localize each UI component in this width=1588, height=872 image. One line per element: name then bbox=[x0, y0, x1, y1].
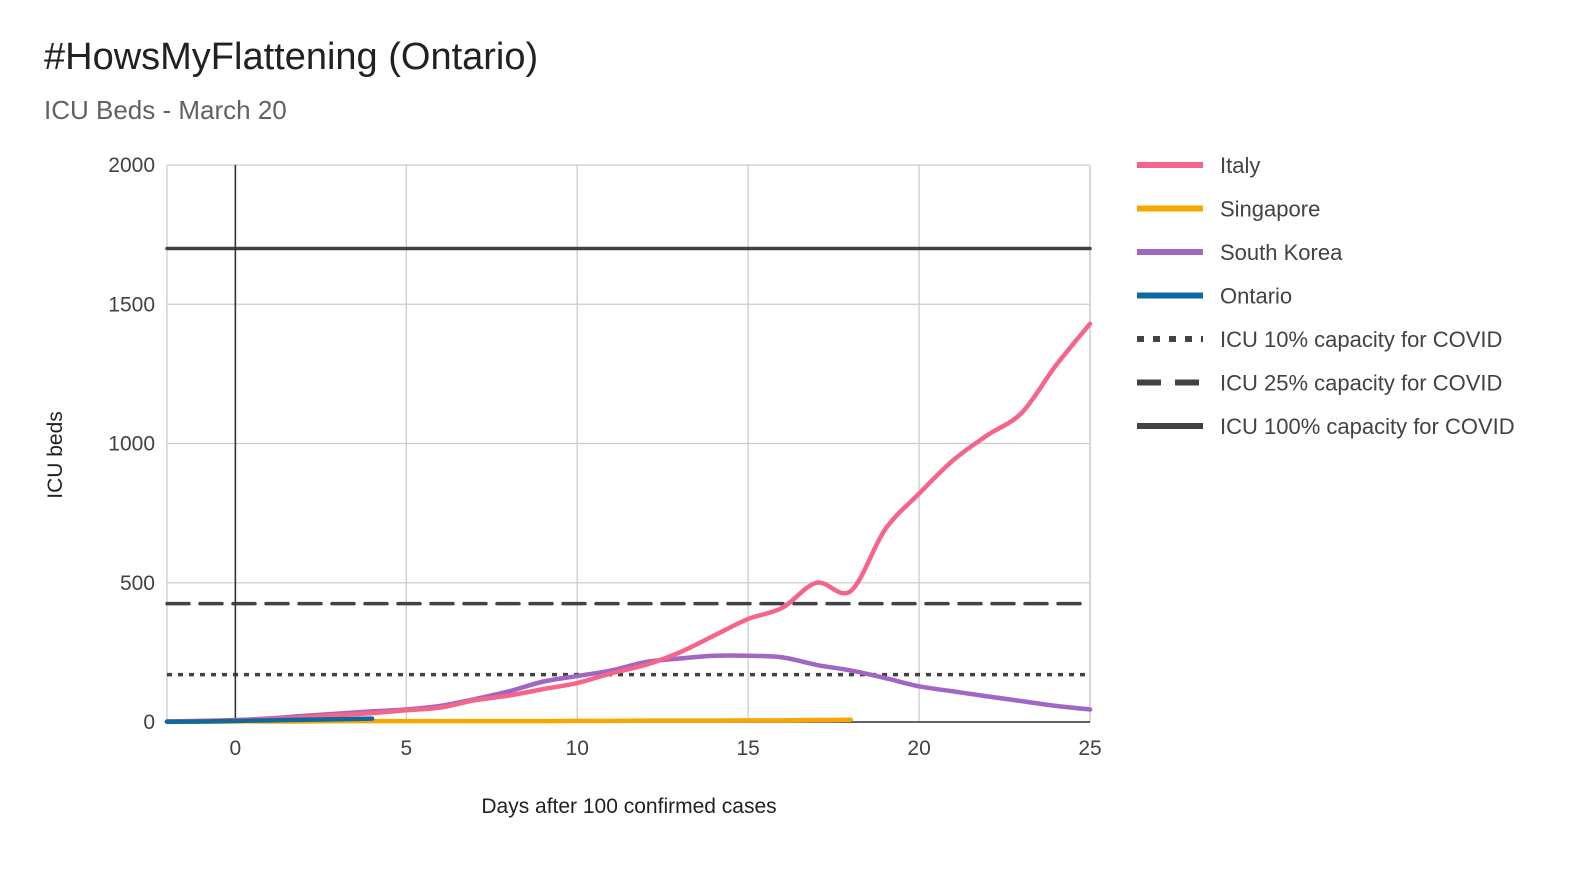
y-tick-label: 1000 bbox=[108, 433, 155, 456]
legend-label-icu-10-capacity-for-covid: ICU 10% capacity for COVID bbox=[1220, 327, 1502, 352]
series-lines bbox=[164, 321, 1093, 724]
capacity-lines bbox=[165, 246, 1092, 677]
series-line-italy bbox=[164, 321, 1093, 724]
x-tick-label: 10 bbox=[566, 737, 589, 760]
x-axis-title: Days after 100 confirmed cases bbox=[481, 795, 776, 818]
legend-label-icu-100-capacity-for-covid: ICU 100% capacity for COVID bbox=[1220, 414, 1515, 439]
y-tick-label: 0 bbox=[143, 711, 155, 734]
x-tick-label: 15 bbox=[736, 737, 759, 760]
y-tick-label: 1500 bbox=[108, 293, 155, 316]
chart-title: #HowsMyFlattening (Ontario) bbox=[44, 36, 539, 78]
x-tick-labels: 0 5 10 15 20 25 bbox=[230, 737, 1102, 760]
y-tick-label: 2000 bbox=[108, 154, 155, 177]
x-tick-label: 0 bbox=[230, 737, 242, 760]
x-tick-label: 5 bbox=[400, 737, 412, 760]
legend-label-italy: Italy bbox=[1220, 153, 1260, 178]
x-tick-label: 20 bbox=[907, 737, 930, 760]
legend: Italy Singapore South Korea Ontario ICU 10% … bbox=[1137, 153, 1515, 439]
x-tick-label: 25 bbox=[1078, 737, 1101, 760]
legend-label-ontario: Ontario bbox=[1220, 284, 1292, 309]
legend-label-icu-25-capacity-for-covid: ICU 25% capacity for COVID bbox=[1220, 371, 1502, 396]
y-tick-labels: 0 500 1000 1500 2000 bbox=[108, 154, 155, 734]
series-line-south-korea bbox=[164, 653, 1093, 724]
legend-label-singapore: Singapore bbox=[1220, 197, 1320, 222]
chart-subtitle: ICU Beds - March 20 bbox=[44, 95, 287, 125]
y-axis-title: ICU beds bbox=[44, 411, 67, 499]
y-tick-label: 500 bbox=[120, 572, 155, 595]
series-line-ontario bbox=[164, 716, 375, 724]
legend-label-south-korea: South Korea bbox=[1220, 240, 1343, 265]
